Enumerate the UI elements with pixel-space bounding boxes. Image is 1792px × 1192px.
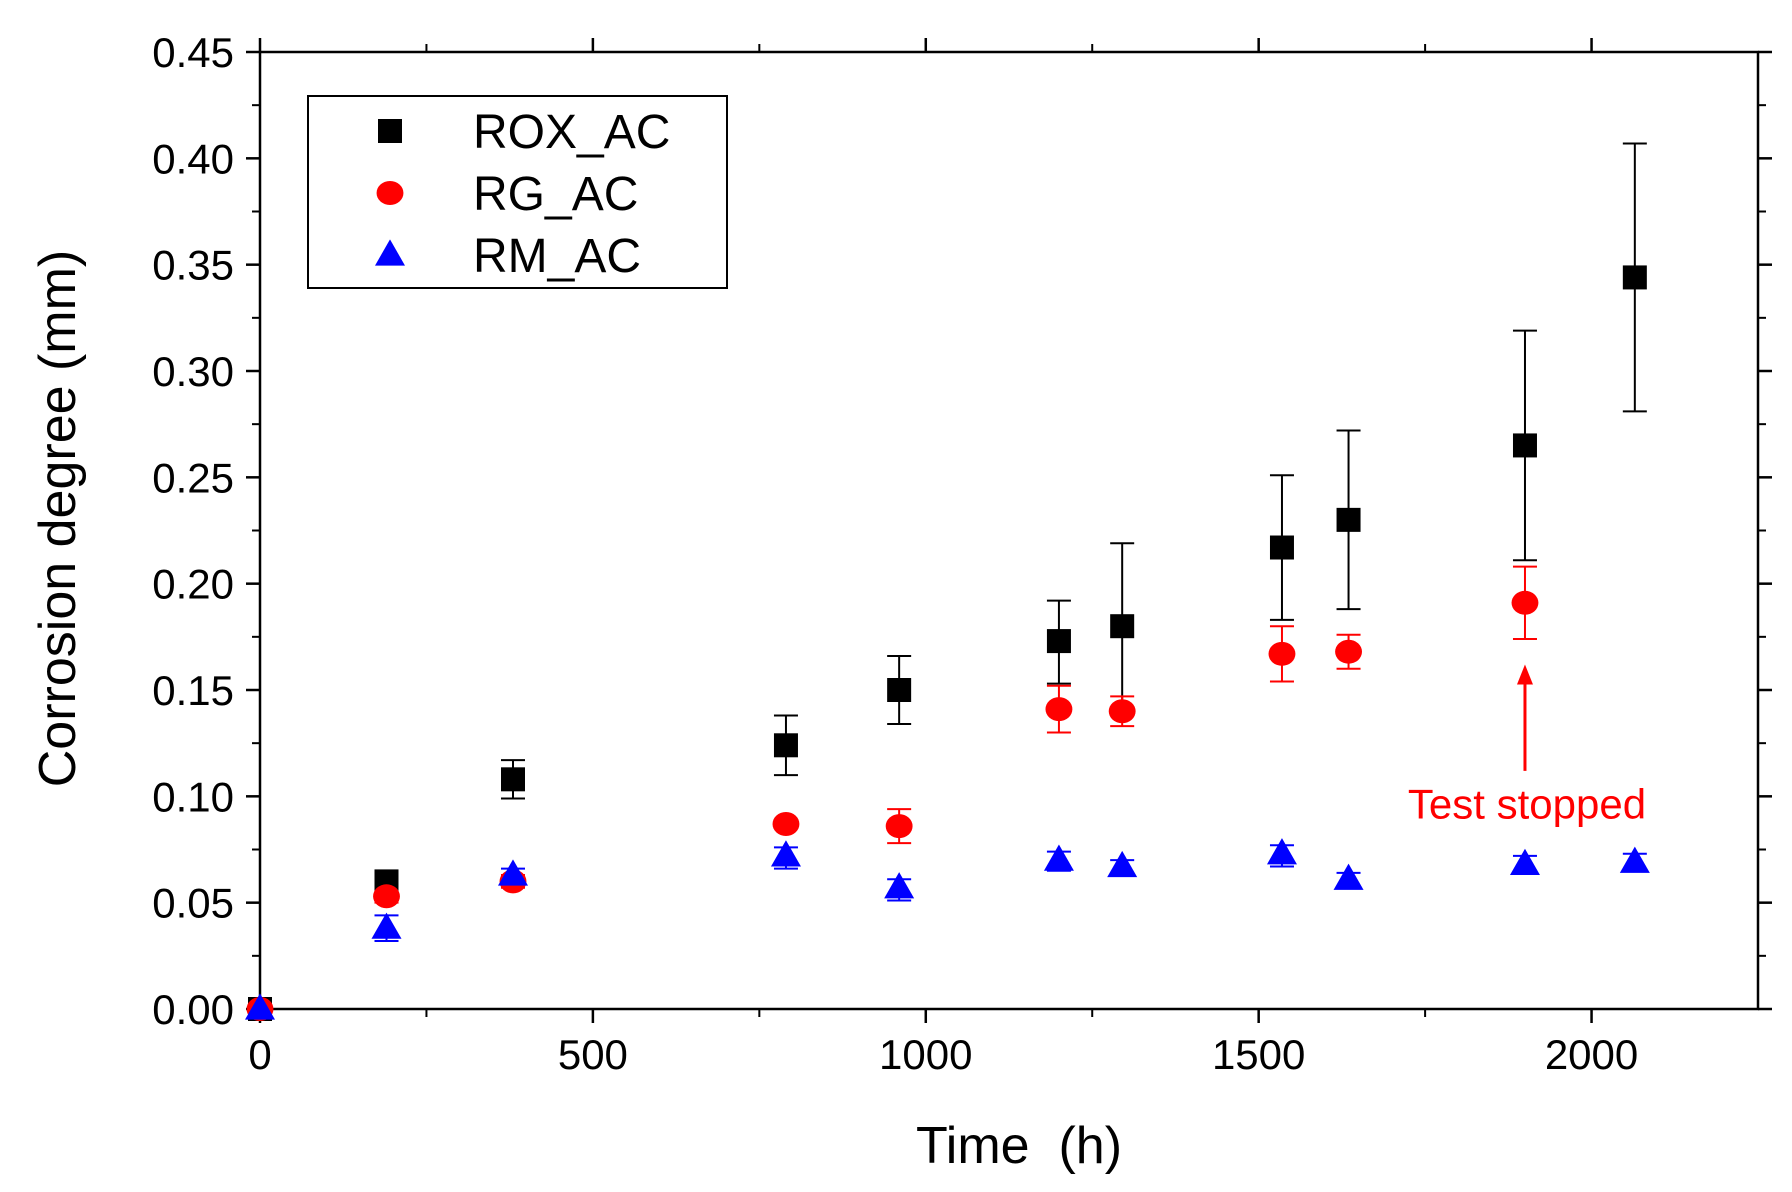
legend-marker-rox-ac [378, 119, 402, 143]
x-tick-label: 1000 [879, 1031, 972, 1078]
rm-ac-point [1107, 850, 1138, 878]
rg-ac-point [1268, 641, 1296, 666]
rm-ac-point [1509, 848, 1540, 875]
y-tick-label: 0.45 [152, 29, 234, 76]
rox-ac-point [500, 767, 525, 792]
annotation-arrow-head [1516, 664, 1533, 685]
data-points [245, 265, 1650, 1021]
axis-ticks: 0 500 1000 1500 2000 0.00 0.05 0.10 0.15 0.20 0.25… [152, 29, 1772, 1078]
rm-ac-point [884, 872, 915, 899]
rg-ac-point [1335, 639, 1362, 664]
y-tick-label: 0.00 [152, 986, 234, 1033]
y-tick-label: 0.40 [152, 135, 234, 182]
rox-ac-point [1622, 265, 1647, 290]
rg-ac-point [885, 814, 913, 839]
x-tick-label: 2000 [1545, 1031, 1638, 1078]
rox-ac-point [887, 678, 912, 702]
y-tick-label: 0.25 [152, 454, 234, 501]
annotation-test-stopped: Test stopped [1408, 781, 1646, 828]
annotations: Test stopped [1408, 664, 1646, 828]
rg-ac-point [1511, 590, 1539, 615]
rox-ac-point [1046, 629, 1071, 654]
rg-ac-point [1108, 699, 1136, 724]
legend: ROX_AC RG_AC RM_AC [307, 95, 728, 289]
y-tick-label: 0.30 [152, 348, 234, 395]
rm-ac-point [497, 859, 528, 886]
legend-marker-rm-ac [375, 239, 405, 266]
rg-ac-point [373, 884, 400, 909]
rm-ac-point [1043, 844, 1074, 871]
x-tick-label: 0 [248, 1031, 271, 1078]
x-tick-label: 1500 [1212, 1031, 1305, 1078]
rox-ac-point [773, 733, 798, 758]
rm-ac-point [1266, 838, 1297, 865]
rm-ac-point [1333, 863, 1364, 890]
x-tick-label: 500 [558, 1031, 628, 1078]
rm-ac-point [1619, 846, 1650, 873]
rg-ac-point [772, 811, 800, 836]
rg-ac-point [1045, 697, 1073, 722]
rox-ac-point [1269, 535, 1294, 560]
legend-label-rg-ac: RG_AC [473, 168, 638, 221]
y-axis-title: Corrosion degree (mm) [29, 250, 87, 788]
legend-marker-rg-ac [376, 181, 404, 205]
rox-ac-point [1110, 614, 1135, 639]
rm-ac-point [371, 912, 402, 939]
rox-ac-point [1336, 507, 1361, 532]
y-tick-label: 0.10 [152, 773, 234, 820]
y-tick-label: 0.20 [152, 561, 234, 608]
y-tick-label: 0.15 [152, 667, 234, 714]
rm-ac-point [245, 993, 275, 1020]
rox-ac-point [1512, 433, 1537, 458]
x-axis-title: Time (h) [916, 1117, 1122, 1175]
legend-label-rm-ac: RM_AC [473, 230, 641, 283]
y-tick-label: 0.35 [152, 242, 234, 289]
rm-ac-point [770, 840, 801, 867]
y-tick-label: 0.05 [152, 880, 234, 927]
legend-label-rox-ac: ROX_AC [473, 106, 670, 159]
